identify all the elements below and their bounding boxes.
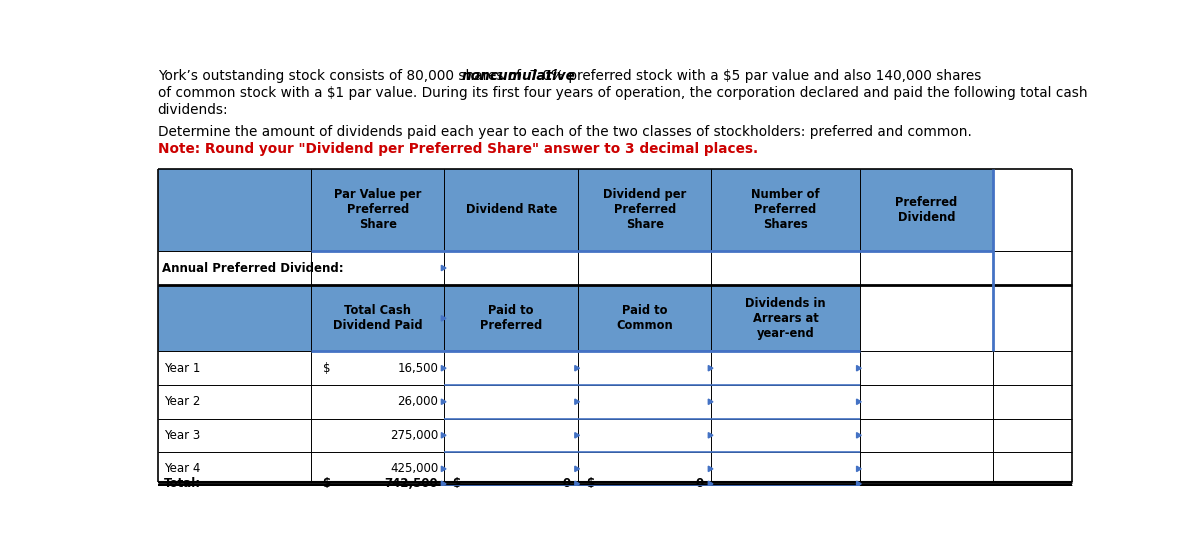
- Bar: [157, 251, 1073, 285]
- Text: Year 2: Year 2: [164, 395, 200, 408]
- Bar: [157, 352, 1073, 385]
- Text: Year 1: Year 1: [164, 361, 200, 375]
- Text: Year 3: Year 3: [164, 429, 200, 442]
- Polygon shape: [708, 466, 713, 472]
- Polygon shape: [575, 466, 580, 472]
- Polygon shape: [857, 399, 862, 405]
- Text: Number of
Preferred
Shares: Number of Preferred Shares: [751, 188, 820, 232]
- Text: 7.0% preferred stock with a $5 par value and also 140,000 shares: 7.0% preferred stock with a $5 par value…: [526, 69, 982, 84]
- Text: Determine the amount of dividends paid each year to each of the two classes of s: Determine the amount of dividends paid e…: [157, 124, 972, 139]
- Bar: [157, 385, 1073, 419]
- Text: Dividends in
Arrears at
year-end: Dividends in Arrears at year-end: [745, 297, 826, 340]
- Text: 0: 0: [696, 477, 703, 490]
- Text: York’s outstanding stock consists of 80,000 shares of: York’s outstanding stock consists of 80,…: [157, 69, 526, 84]
- Text: Paid to
Preferred: Paid to Preferred: [480, 304, 542, 333]
- Polygon shape: [857, 481, 862, 486]
- Polygon shape: [708, 481, 713, 486]
- Text: 26,000: 26,000: [397, 395, 438, 408]
- Text: 16,500: 16,500: [397, 361, 438, 375]
- Bar: [859, 285, 1073, 352]
- Text: Note: Round your "Dividend per Preferred Share" answer to 3 decimal places.: Note: Round your "Dividend per Preferred…: [157, 141, 758, 156]
- Polygon shape: [575, 365, 580, 371]
- Polygon shape: [708, 399, 713, 405]
- Text: $: $: [452, 477, 461, 490]
- Polygon shape: [442, 466, 446, 472]
- Text: noncumulative: noncumulative: [462, 69, 576, 84]
- Text: Dividend Rate: Dividend Rate: [466, 203, 557, 216]
- Polygon shape: [575, 399, 580, 405]
- Text: 425,000: 425,000: [390, 462, 438, 476]
- Text: Total:: Total:: [164, 477, 202, 490]
- Text: of common stock with a $1 par value. During its first four years of operation, t: of common stock with a $1 par value. Dur…: [157, 86, 1087, 100]
- Polygon shape: [442, 399, 446, 405]
- Polygon shape: [575, 481, 580, 486]
- Polygon shape: [575, 432, 580, 438]
- Text: Total Cash
Dividend Paid: Total Cash Dividend Paid: [332, 304, 422, 333]
- Text: $: $: [323, 361, 330, 375]
- Text: Dividend per
Preferred
Share: Dividend per Preferred Share: [604, 188, 686, 232]
- Bar: [157, 419, 1073, 452]
- Text: 275,000: 275,000: [390, 429, 438, 442]
- Bar: [157, 482, 1073, 485]
- Text: $: $: [586, 477, 594, 490]
- Text: Paid to
Common: Paid to Common: [617, 304, 673, 333]
- Polygon shape: [442, 265, 446, 271]
- Polygon shape: [708, 432, 713, 438]
- Bar: [157, 285, 859, 352]
- Text: Par Value per
Preferred
Share: Par Value per Preferred Share: [334, 188, 421, 232]
- Text: Annual Preferred Dividend:: Annual Preferred Dividend:: [162, 262, 343, 275]
- Text: Year 4: Year 4: [164, 462, 200, 476]
- Text: dividends:: dividends:: [157, 103, 228, 117]
- Polygon shape: [442, 432, 446, 438]
- Bar: [157, 169, 994, 251]
- Polygon shape: [442, 365, 446, 371]
- Polygon shape: [857, 365, 862, 371]
- Polygon shape: [857, 466, 862, 472]
- Polygon shape: [442, 316, 446, 321]
- Polygon shape: [857, 432, 862, 438]
- Text: 0: 0: [562, 477, 570, 490]
- Bar: [157, 452, 1073, 485]
- Text: 742,500: 742,500: [385, 477, 438, 490]
- Polygon shape: [708, 365, 713, 371]
- Text: Preferred
Dividend: Preferred Dividend: [895, 196, 958, 224]
- Polygon shape: [442, 481, 446, 486]
- Text: $: $: [323, 477, 331, 490]
